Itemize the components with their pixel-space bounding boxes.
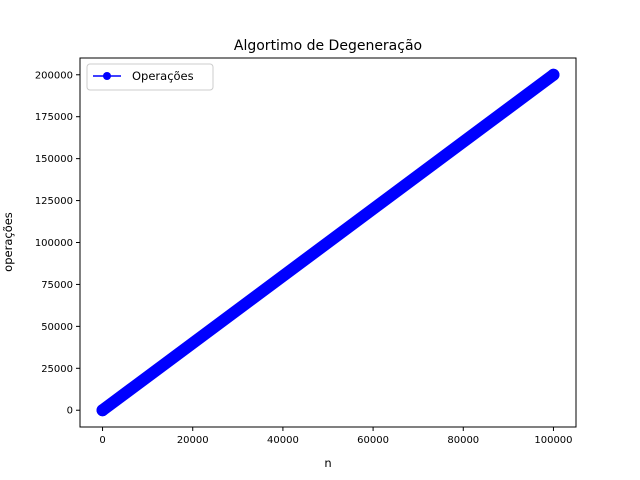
legend-box [86, 63, 214, 91]
series-line [102, 74, 554, 411]
y-tick-label: 50000 [41, 322, 73, 333]
y-tick-label: 25000 [41, 364, 73, 375]
y-axis-label: operações [1, 212, 15, 272]
x-tick-label: 60000 [357, 435, 389, 446]
y-tick-label: 75000 [41, 280, 73, 291]
y-tick-label: 125000 [35, 196, 73, 207]
legend-marker-swatch [103, 72, 111, 80]
y-tick-label: 200000 [35, 70, 73, 81]
y-axis: 0 25000 50000 75000 100000 125000 150000 175000… [35, 70, 80, 417]
chart-title: Algortimo de Degeneração [234, 38, 422, 54]
x-tick-label: 20000 [177, 435, 209, 446]
series-point-start [96, 404, 109, 417]
x-tick-label: 0 [99, 435, 105, 446]
x-tick-label: 80000 [447, 435, 479, 446]
x-axis-label: n [324, 456, 331, 470]
x-axis: 0 20000 40000 60000 80000 100000 [99, 427, 573, 446]
x-tick-label: 100000 [534, 435, 572, 446]
y-tick-label: 0 [67, 406, 73, 417]
y-tick-label: 100000 [35, 238, 73, 249]
y-tick-label: 175000 [35, 112, 73, 123]
series-point-end [547, 68, 560, 81]
plot-area [96, 68, 560, 417]
x-tick-label: 40000 [267, 435, 299, 446]
legend: Operações [86, 63, 214, 91]
y-tick-label: 150000 [35, 154, 73, 165]
legend-label: Operações [132, 69, 194, 83]
